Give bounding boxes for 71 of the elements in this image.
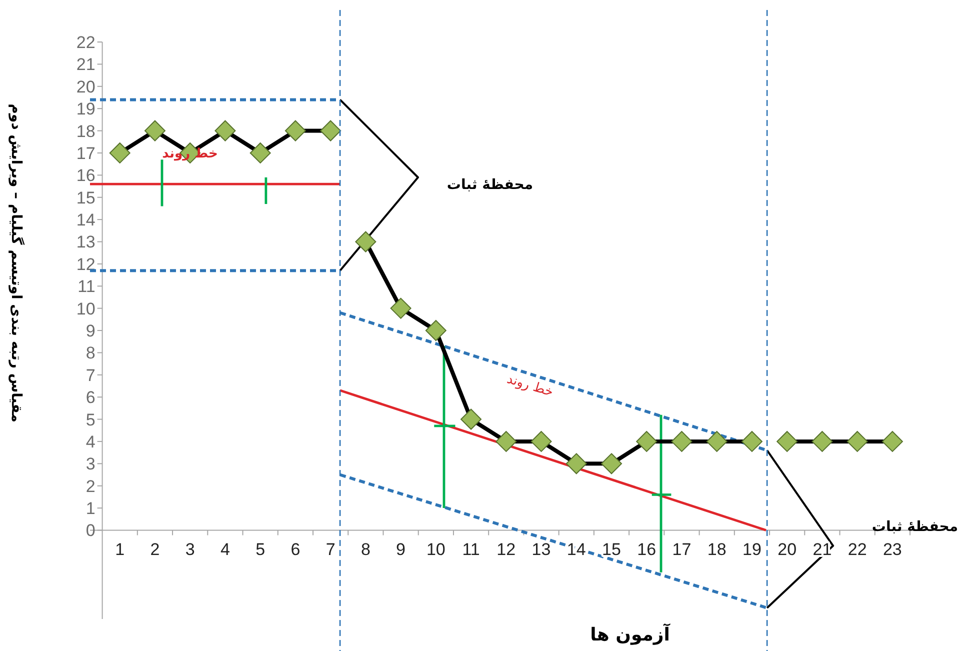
y-tick-label: 0 [86,521,96,540]
point [530,430,552,452]
x-axis-title: آزمون ها [590,622,671,646]
annotation: محفظهٔ ثبات [446,177,534,193]
y-tick-label: 6 [86,388,96,408]
point [776,430,798,452]
point [812,430,833,452]
point [882,430,903,452]
x-tick-label: 22 [848,540,867,559]
y-tick-label: 12 [76,254,96,274]
x-tick-label: 13 [532,540,551,559]
x-tick-label: 12 [496,540,516,559]
point [250,142,271,164]
x-tick-label: 20 [778,540,797,559]
point [601,453,622,474]
y-tick-label: 20 [76,77,96,96]
annotation: محفظهٔ ثبات [872,519,958,535]
point [741,430,762,452]
x-tick-label: 6 [290,540,300,559]
x-tick-label: 18 [707,540,726,559]
x-tick-label: 5 [256,540,266,559]
point [390,298,412,319]
point [425,320,446,341]
point [109,142,130,164]
y-tick-label: 14 [76,210,96,230]
x-tick-label: 9 [396,540,406,559]
x-tick-label: 15 [602,540,621,559]
y-tick-label: 4 [86,432,96,452]
x-tick-label: 7 [326,540,336,559]
y-tick-label: 1 [86,499,96,518]
x-tick-label: 10 [426,540,446,559]
point [284,120,306,142]
y-tick-label: 13 [76,232,96,252]
point [496,430,517,452]
y-tick-label: 3 [86,454,96,474]
y-axis-title: مقیاس رتبه بندی اوتیسم گیلیام – ویرایش دوم [8,104,25,422]
y-tick-label: 17 [76,144,96,163]
x-tick-label: 17 [672,540,692,559]
point [355,231,376,252]
y-tick-label: 9 [86,322,96,340]
y-tick-label: 7 [86,366,96,385]
y-tick-label: 11 [78,277,96,296]
x-tick-label: 3 [185,540,195,559]
point [566,453,587,474]
x-tick-label: 8 [360,540,370,559]
y-tick-label: 8 [86,344,96,363]
point [846,430,868,452]
point [144,120,166,142]
x-tick-label: 16 [637,540,656,559]
x-tick-label: 19 [742,540,762,559]
y-tick-label: 21 [76,55,96,74]
point [706,430,728,452]
point [214,120,236,142]
x-tick-label: 11 [462,540,480,559]
x-tick-label: 1 [115,540,125,559]
y-tick-label: 18 [76,122,96,141]
point [460,408,482,430]
y-tick-label: 2 [86,476,96,496]
point [320,120,342,142]
x-tick-label: 2 [150,540,160,559]
annotation: خط روند [505,372,555,400]
point [671,430,692,452]
y-tick-label: 16 [76,166,96,186]
y-tick-label: 19 [76,100,96,119]
x-tick-label: 23 [882,540,902,559]
y-tick-label: 15 [76,188,96,208]
y-tick-label: 5 [86,410,96,430]
x-tick-label: 4 [220,540,230,559]
y-tick-label: 22 [76,33,96,52]
y-tick-label: 10 [76,299,96,318]
point [636,430,658,452]
